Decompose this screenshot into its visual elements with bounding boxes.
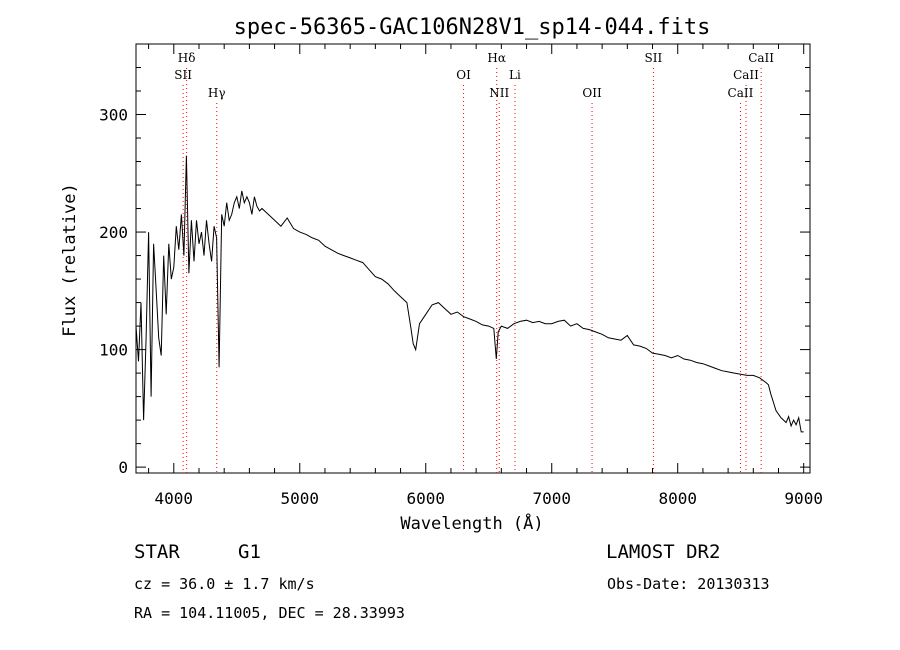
spectral-line-label: Hδ	[178, 51, 196, 65]
plot-border	[135, 43, 811, 474]
plot-frame	[135, 43, 811, 474]
subclass: G1	[238, 541, 261, 563]
spectral-line-label: SII	[645, 51, 663, 65]
x-tick-label: 4000	[155, 489, 194, 508]
redshift-info: cz = 36.0 ± 1.7 km/s	[134, 575, 315, 593]
y-tick-label: 300	[99, 106, 128, 125]
y-tick-label: 200	[99, 223, 128, 242]
spectral-line-label: CaII	[733, 68, 759, 82]
x-tick-label: 9000	[784, 489, 823, 508]
spectral-line-label: OI	[456, 68, 471, 82]
x-tick-label: 7000	[532, 489, 571, 508]
y-axis-label: Flux (relative)	[60, 183, 80, 337]
coordinates: RA = 104.11005, DEC = 28.33993	[134, 604, 405, 622]
spectral-line-label: CaII	[728, 86, 754, 100]
spectral-line-label: SII	[174, 68, 192, 82]
obs-date: Obs-Date: 20130313	[607, 575, 770, 593]
data-release: LAMOST DR2	[606, 541, 721, 563]
spectral-line-label: NII	[489, 86, 509, 100]
spectrum-series-line	[135, 155, 804, 433]
spectral-line-label: Hγ	[208, 86, 226, 100]
y-tick-label: 100	[99, 341, 128, 360]
x-axis-label: Wavelength (Å)	[400, 512, 543, 534]
object-class: STAR	[134, 541, 180, 563]
tick-labels: 4000 5000 6000 7000 8000 9000 0 100 200 300	[99, 106, 823, 508]
line-markers	[182, 68, 762, 473]
spectral-line-label: OII	[582, 86, 602, 100]
x-tick-label: 6000	[406, 489, 445, 508]
x-tick-label: 5000	[281, 489, 320, 508]
spectral-line-label: Hα	[487, 51, 506, 65]
x-tick-label: 8000	[658, 489, 697, 508]
axis-ticks	[136, 44, 810, 473]
chart-title: spec-56365-GAC106N28V1_sp14-044.fits	[234, 15, 711, 40]
spectral-line-label: Li	[509, 68, 521, 82]
y-tick-label: 0	[118, 458, 128, 477]
spectral-line-label: CaII	[748, 51, 774, 65]
